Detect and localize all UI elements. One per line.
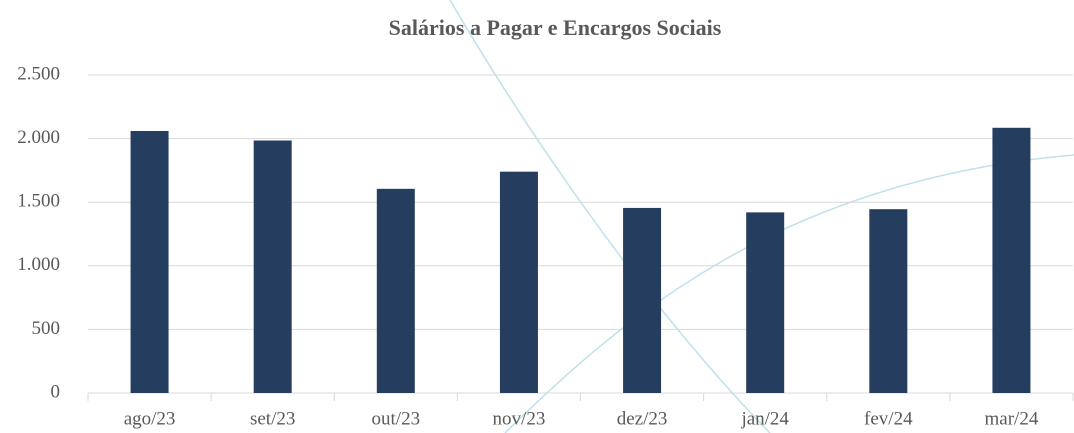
x-tick-label: mar/24 bbox=[985, 408, 1039, 429]
x-tick-label: out/23 bbox=[372, 408, 421, 429]
chart-title: Salários a Pagar e Encargos Sociais bbox=[389, 15, 722, 40]
x-tick-label: nov/23 bbox=[493, 408, 546, 429]
bar bbox=[869, 209, 908, 393]
y-tick-label: 500 bbox=[32, 318, 61, 339]
bar bbox=[623, 207, 662, 393]
x-tick-label: fev/24 bbox=[864, 408, 913, 429]
bar bbox=[499, 171, 538, 393]
y-tick-label: 2.500 bbox=[17, 63, 60, 84]
y-tick-label: 2.000 bbox=[17, 127, 60, 148]
y-tick-label: 0 bbox=[51, 381, 61, 402]
bar bbox=[992, 127, 1031, 394]
y-tick-label: 1.500 bbox=[17, 191, 60, 212]
y-tick-label: 1.000 bbox=[17, 254, 60, 275]
x-tick-label: jan/24 bbox=[740, 408, 789, 429]
decoration-curve bbox=[504, 154, 1074, 433]
decoration-curve bbox=[449, 0, 771, 433]
bar bbox=[253, 140, 292, 393]
x-tick-label: ago/23 bbox=[124, 408, 176, 429]
bar bbox=[746, 212, 785, 393]
x-tick-label: dez/23 bbox=[617, 408, 668, 429]
bar bbox=[376, 188, 415, 393]
bar bbox=[130, 130, 169, 393]
x-tick-label: set/23 bbox=[250, 408, 295, 429]
